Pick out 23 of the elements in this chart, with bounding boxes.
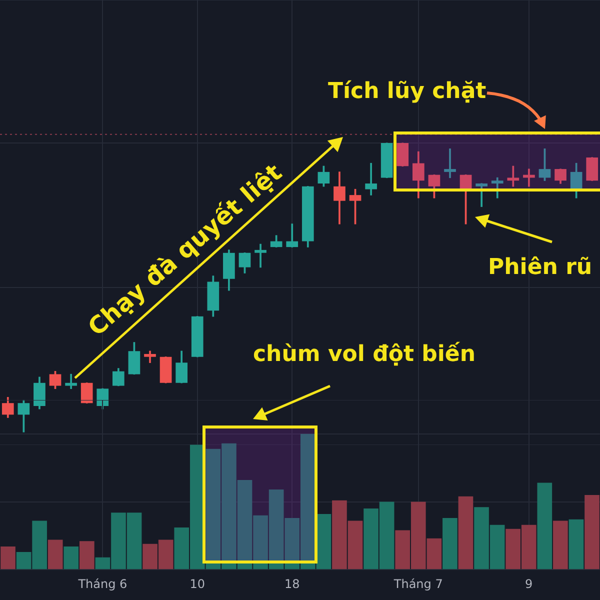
candlestick: [254, 244, 266, 268]
x-tick-label: 18: [284, 576, 300, 591]
candlestick: [476, 183, 488, 207]
bar: [537, 482, 552, 570]
bar: [568, 519, 584, 570]
bar: [48, 540, 63, 570]
bar: [458, 496, 474, 570]
bar: [80, 541, 94, 570]
text: Tích lũy chặt: [328, 79, 486, 104]
bar: [64, 546, 79, 570]
x-tick-label: Tháng 6: [77, 576, 128, 591]
candlestick: [491, 177, 504, 198]
bar: [553, 520, 568, 570]
bar: [584, 494, 600, 570]
annotation: Phiên rũ: [488, 255, 592, 280]
candlestick: [444, 148, 456, 178]
bar: [0, 546, 16, 570]
x-tick-label: 10: [190, 576, 206, 591]
x-tick-label: Tháng 7: [392, 576, 443, 591]
candlestick: [507, 166, 520, 187]
x-tick-label: 9: [525, 576, 533, 591]
bar: [442, 518, 458, 570]
annotation: chùm vol đột biến: [253, 342, 476, 367]
